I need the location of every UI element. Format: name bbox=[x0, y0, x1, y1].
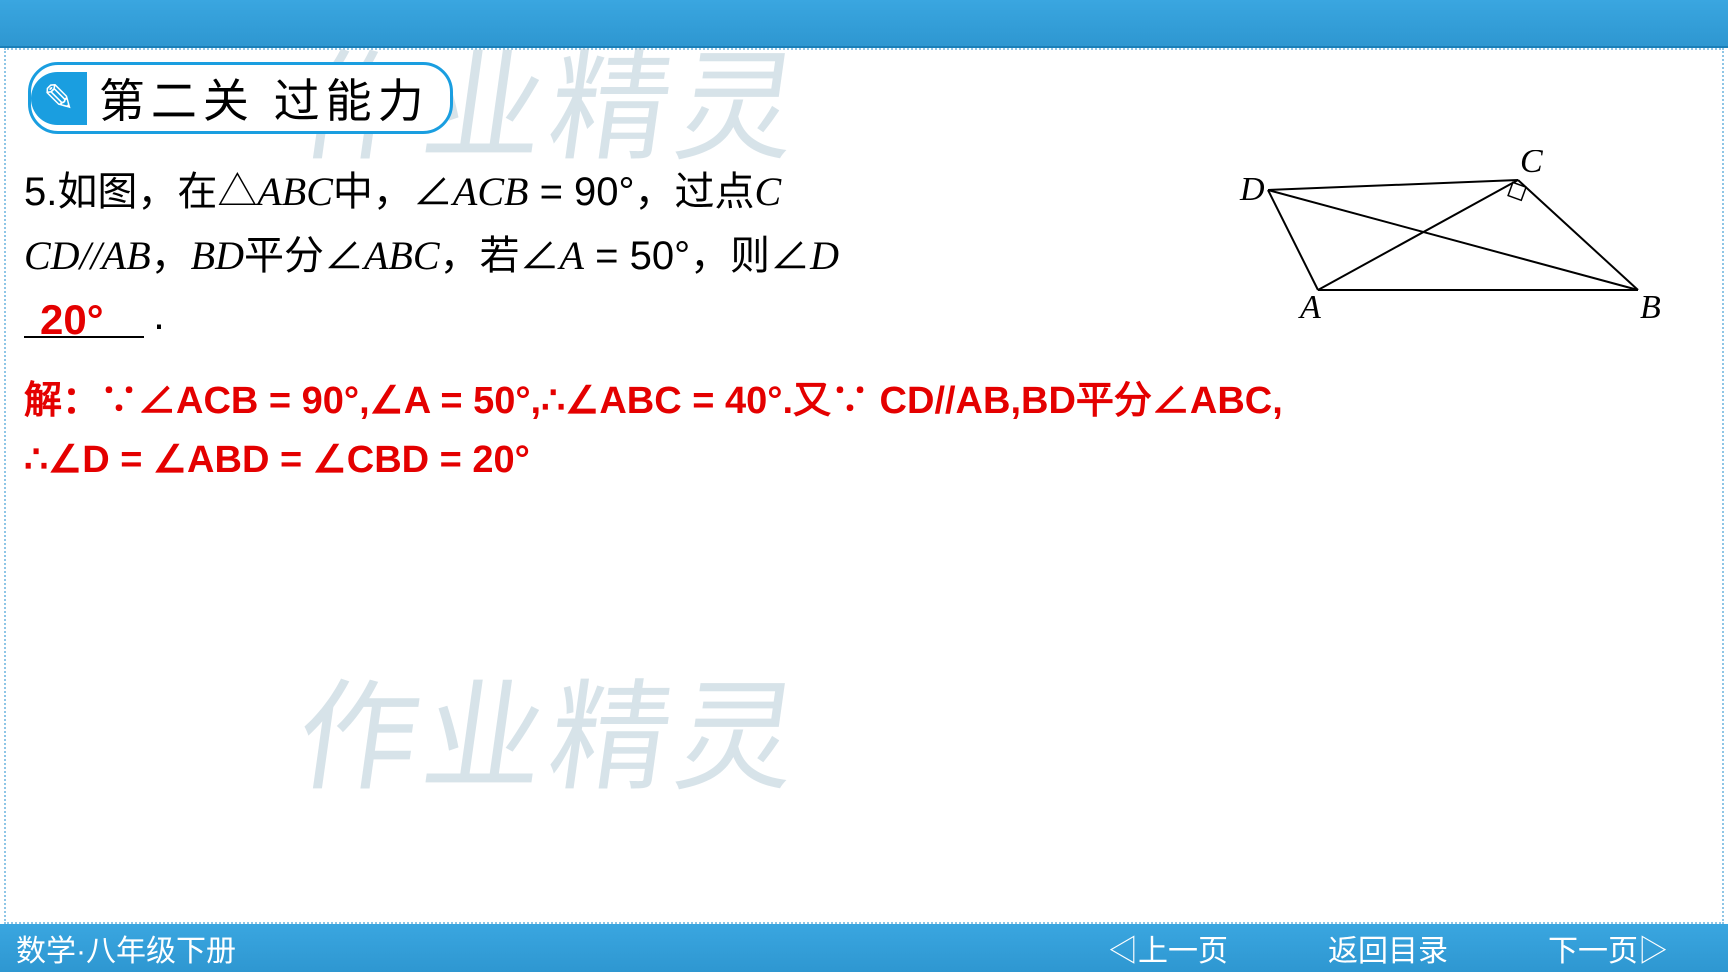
section-header: ✎ 第二关 过能力 bbox=[28, 62, 453, 134]
math: CD//AB bbox=[24, 233, 151, 278]
answer-blank: 20°· bbox=[24, 300, 166, 348]
problem-text: 5.如图，在△ABC中，∠ACB = 90°，过点C CD//AB，BD平分∠A… bbox=[24, 160, 1248, 288]
answer-value: 20° bbox=[40, 296, 104, 344]
math: ACB bbox=[453, 169, 529, 214]
section-title: 第二关 过能力 bbox=[87, 65, 430, 131]
text: = 50°，则∠ bbox=[584, 234, 810, 278]
text: ，若∠ bbox=[440, 234, 560, 278]
period: · bbox=[152, 300, 166, 347]
svg-text:A: A bbox=[1298, 289, 1321, 320]
text: 平分∠ bbox=[244, 234, 364, 278]
math: A bbox=[560, 233, 584, 278]
math: C bbox=[755, 169, 782, 214]
solution-label: 解： bbox=[24, 380, 100, 422]
slide-page: 作业精灵 ✎ 第二关 过能力 5.如图，在△ABC中，∠ACB = 90°，过点… bbox=[0, 0, 1728, 972]
bottom-bar: 数学·八年级下册 ◁上一页 返回目录 下一页▷ bbox=[0, 924, 1728, 972]
problem-number: 5. bbox=[24, 170, 57, 214]
math: ABC bbox=[257, 169, 333, 214]
math: D bbox=[810, 233, 839, 278]
text: 中，∠ bbox=[333, 170, 453, 214]
math: ABC bbox=[364, 233, 440, 278]
math: BD bbox=[191, 233, 244, 278]
toc-button[interactable]: 返回目录 bbox=[1328, 926, 1448, 970]
footer-subject: 数学·八年级下册 bbox=[0, 926, 1108, 970]
geometry-figure: A B C D bbox=[1238, 150, 1668, 320]
next-page-button[interactable]: 下一页▷ bbox=[1548, 926, 1668, 970]
solution-step-1: ∵∠ACB = 90°,∠A = 50°,∴∠ABC = 40°. bbox=[100, 380, 793, 422]
solution-step-3: ∴∠D = ∠ABD = ∠CBD = 20° bbox=[24, 439, 530, 481]
svg-text:B: B bbox=[1640, 289, 1661, 320]
text: 如图，在△ bbox=[57, 170, 257, 214]
text: ， bbox=[151, 234, 191, 278]
prev-page-button[interactable]: ◁上一页 bbox=[1108, 926, 1228, 970]
solution-text: 解：∵∠ACB = 90°,∠A = 50°,∴∠ABC = 40°.又∵ CD… bbox=[24, 372, 1704, 490]
pencil-icon: ✎ bbox=[31, 72, 87, 125]
svg-text:D: D bbox=[1239, 171, 1265, 208]
top-bar bbox=[0, 0, 1728, 48]
text: = 90°，过点 bbox=[528, 170, 754, 214]
solution-step-2: 又∵ CD//AB,BD平分∠ABC, bbox=[793, 380, 1283, 422]
svg-text:C: C bbox=[1520, 150, 1543, 180]
